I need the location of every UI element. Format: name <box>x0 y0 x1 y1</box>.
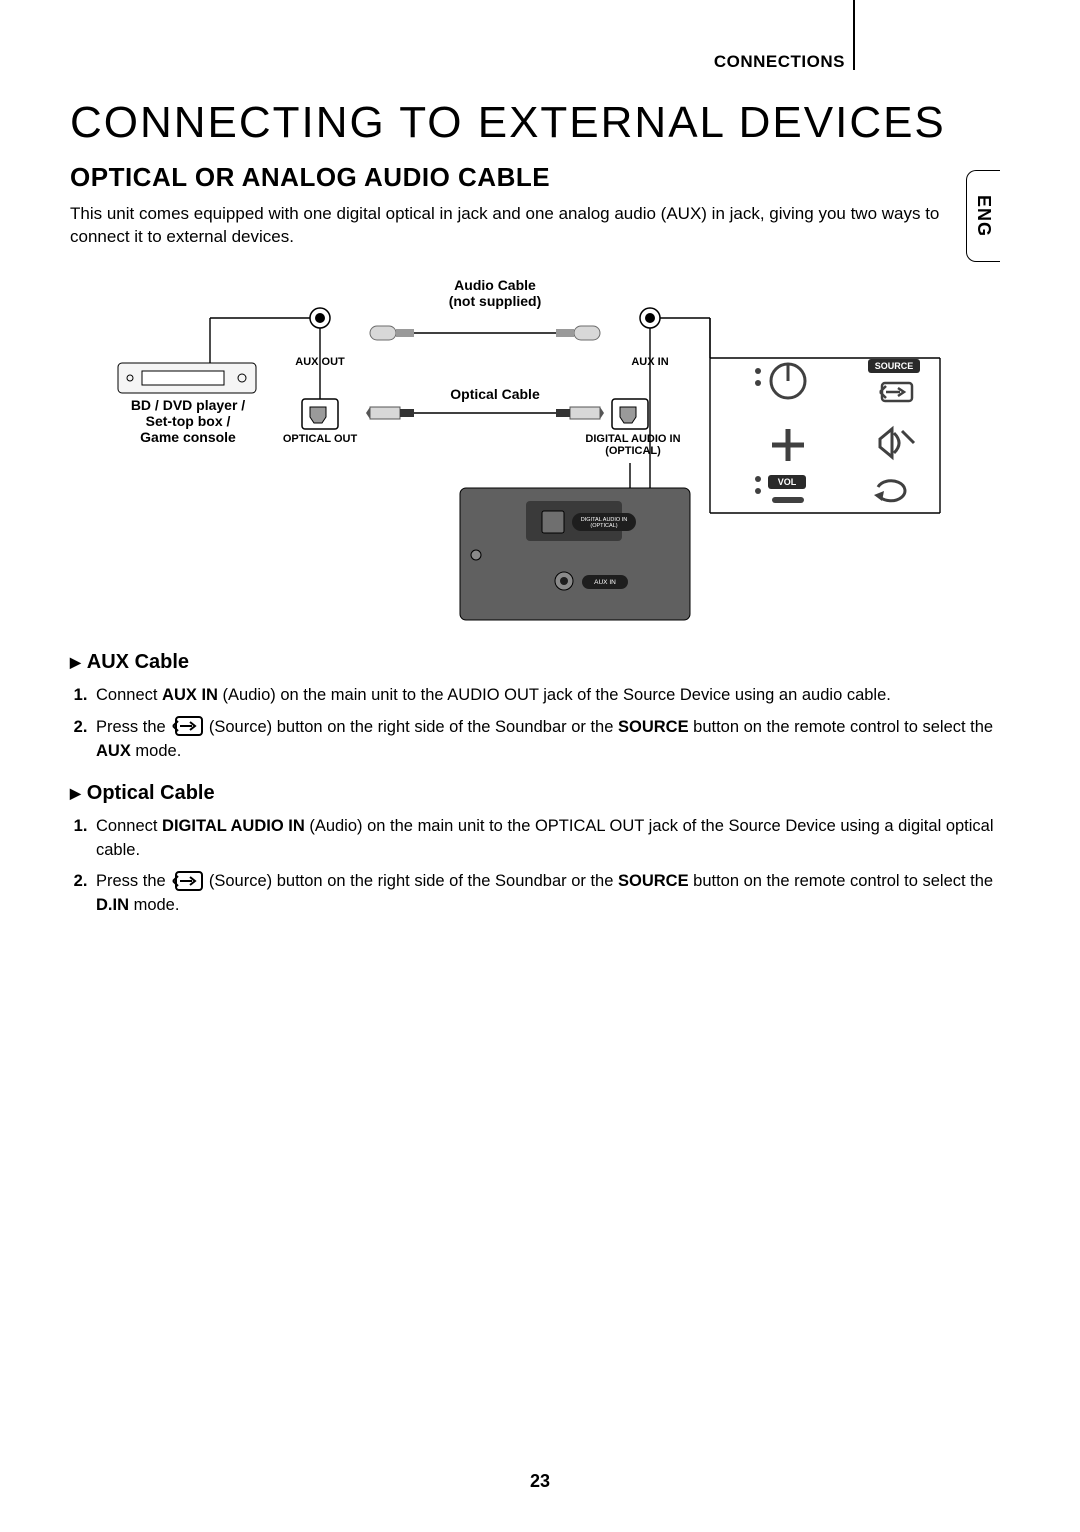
aux-step-1: Connect AUX IN (Audio) on the main unit … <box>92 684 1010 708</box>
diagram-label-optical-out: OPTICAL OUT <box>270 433 370 445</box>
connection-diagram: DIGITAL AUDIO IN (OPTICAL) AUX IN SOURCE <box>70 263 1010 633</box>
diagram-label-aux-out: AUX OUT <box>284 356 356 368</box>
source-icon <box>170 870 204 892</box>
svg-text:AUX IN: AUX IN <box>594 579 616 586</box>
header-rule <box>853 0 855 70</box>
page-title: CONNECTING TO EXTERNAL DEVICES <box>70 98 1010 148</box>
diagram-label-audio-cable: Audio Cable (not supplied) <box>420 277 570 309</box>
diagram-label-digital-in: DIGITAL AUDIO IN (OPTICAL) <box>568 433 698 457</box>
optical-subheading: ▶ Optical Cable <box>70 782 1010 805</box>
svg-text:VOL: VOL <box>778 477 797 487</box>
section-heading: OPTICAL OR ANALOG AUDIO CABLE <box>70 162 1010 193</box>
page-number: 23 <box>0 1471 1080 1492</box>
language-tab: ENG <box>966 170 1000 262</box>
triangle-icon: ▶ <box>70 785 81 802</box>
intro-paragraph: This unit comes equipped with one digita… <box>70 203 970 249</box>
optical-steps: Connect DIGITAL AUDIO IN (Audio) on the … <box>70 815 1010 919</box>
aux-heading-text: AUX Cable <box>87 651 189 674</box>
svg-text:SOURCE: SOURCE <box>875 361 914 371</box>
optical-step-1: Connect DIGITAL AUDIO IN (Audio) on the … <box>92 815 1010 863</box>
diagram-label-optical-cable: Optical Cable <box>420 386 570 402</box>
optical-heading-text: Optical Cable <box>87 782 215 805</box>
section-label: CONNECTIONS <box>714 52 845 72</box>
source-icon <box>170 715 204 737</box>
optical-step-2: Press the (Source) button on the right s… <box>92 870 1010 918</box>
language-code: ENG <box>973 195 994 237</box>
triangle-icon: ▶ <box>70 654 81 671</box>
diagram-label-aux-in: AUX IN <box>614 356 686 368</box>
svg-text:(OPTICAL): (OPTICAL) <box>590 523 617 529</box>
aux-subheading: ▶ AUX Cable <box>70 651 1010 674</box>
aux-step-2: Press the (Source) button on the right s… <box>92 716 1010 764</box>
diagram-label-source-device: BD / DVD player / Set-top box / Game con… <box>108 397 268 445</box>
aux-steps: Connect AUX IN (Audio) on the main unit … <box>70 684 1010 764</box>
